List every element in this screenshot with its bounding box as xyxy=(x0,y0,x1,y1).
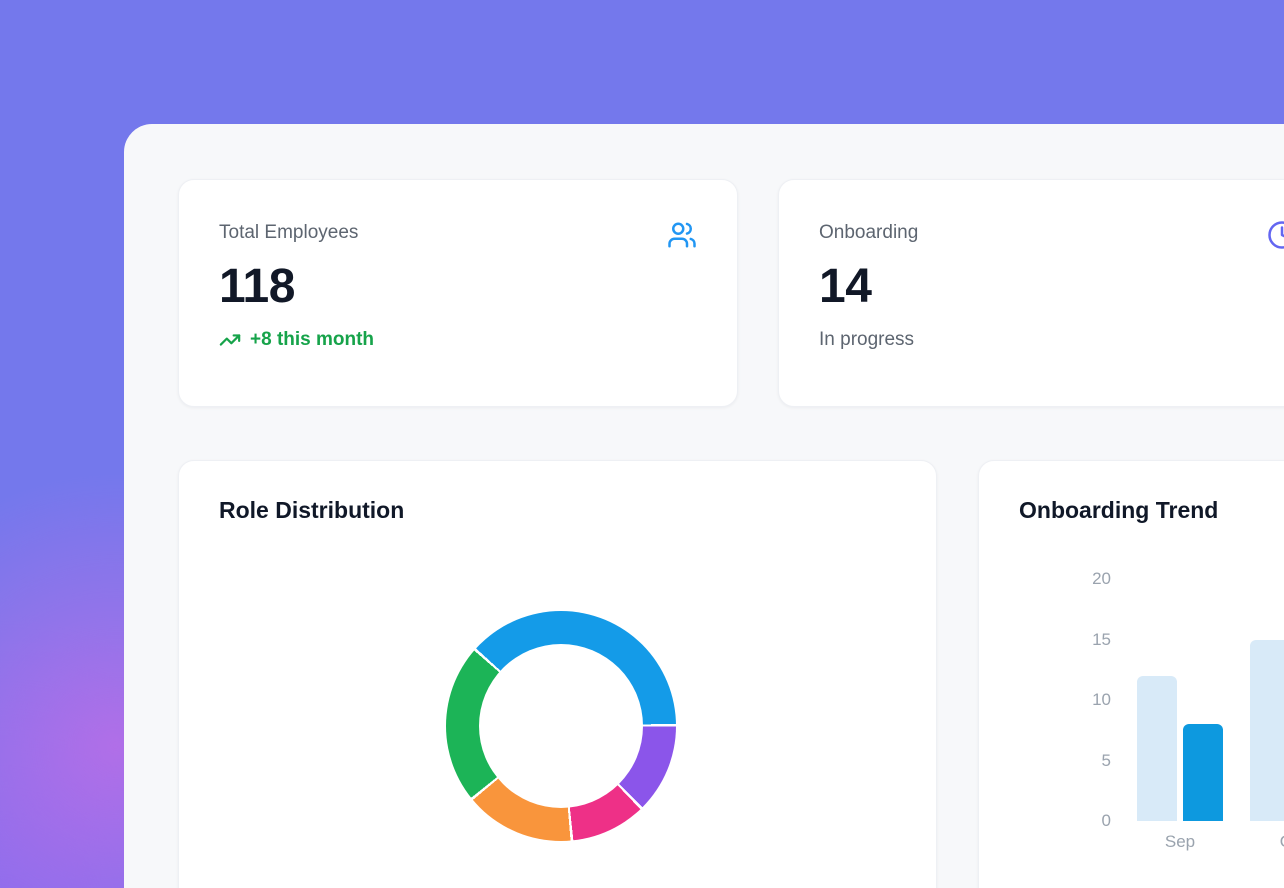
stat-subtext: In progress xyxy=(819,329,915,351)
clock-icon xyxy=(1267,220,1284,250)
x-axis-label: Oct xyxy=(1240,833,1284,851)
y-axis-tick: 10 xyxy=(1092,690,1111,709)
stat-label: Total Employees xyxy=(219,222,359,243)
y-axis-tick: 5 xyxy=(1101,750,1111,770)
role-distribution-card: Role Distribution xyxy=(178,460,937,888)
onboarding-trend-card: Onboarding Trend 20 15 10 5 0 Sep Oct xyxy=(978,460,1284,888)
chart-title: Onboarding Trend xyxy=(1019,497,1219,523)
donut-hole xyxy=(479,644,643,808)
trending-up-icon xyxy=(219,329,241,351)
bar-series-light-oct xyxy=(1250,639,1284,821)
stat-card-total-employees: Total Employees 118 +8 this month xyxy=(178,179,738,407)
bar-series-light-sep xyxy=(1137,675,1177,821)
stat-label: Onboarding xyxy=(819,222,919,243)
stat-subtext: +8 this month xyxy=(250,329,375,351)
y-axis-tick: 0 xyxy=(1101,811,1111,830)
role-donut-chart xyxy=(446,611,676,841)
chart-title: Role Distribution xyxy=(219,497,405,523)
stat-value: 118 xyxy=(219,260,295,313)
trend-chart-area: 20 15 10 5 0 Sep Oct xyxy=(979,461,1284,888)
dashboard-panel: Total Employees 118 +8 this month xyxy=(124,124,1284,888)
users-icon xyxy=(667,220,697,250)
y-axis-tick: 15 xyxy=(1092,629,1111,649)
y-axis-tick: 20 xyxy=(1092,569,1111,588)
stat-card-onboarding: Onboarding 14 In progress xyxy=(778,179,1284,407)
bar-series-dark-sep xyxy=(1183,724,1223,821)
x-axis-label: Sep xyxy=(1164,832,1196,851)
stat-value: 14 xyxy=(819,260,872,313)
